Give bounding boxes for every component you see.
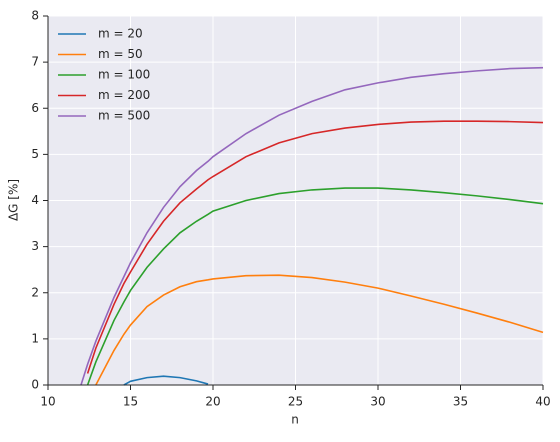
legend-label: m = 100: [98, 68, 150, 82]
y-tick-label: 6: [31, 101, 39, 115]
y-tick-label: 5: [31, 147, 39, 161]
x-tick-label: 10: [40, 395, 55, 409]
x-tick-label: 15: [123, 395, 138, 409]
y-tick-label: 4: [31, 193, 39, 207]
legend-label: m = 200: [98, 88, 150, 102]
line: [86, 187, 544, 386]
line: [86, 120, 544, 374]
line: [80, 66, 544, 386]
y-tick-label: 3: [31, 239, 39, 253]
line: [123, 375, 209, 386]
legend-label: m = 50: [98, 47, 143, 61]
x-tick-label: 25: [288, 395, 303, 409]
y-axis-label: ΔG [%]: [7, 179, 21, 221]
line: [95, 274, 544, 386]
legend-label: m = 500: [98, 109, 150, 123]
x-tick-label: 40: [535, 395, 550, 409]
x-tick-label: 20: [205, 395, 220, 409]
x-axis-label: n: [291, 413, 299, 427]
x-tick-label: 35: [453, 395, 468, 409]
y-tick-label: 0: [31, 378, 39, 392]
y-tick-label: 7: [31, 55, 39, 69]
y-tick-label: 1: [31, 331, 39, 345]
x-tick-label: 30: [370, 395, 385, 409]
y-tick-label: 8: [31, 9, 39, 23]
y-tick-label: 2: [31, 285, 39, 299]
legend-label: m = 20: [98, 27, 143, 41]
